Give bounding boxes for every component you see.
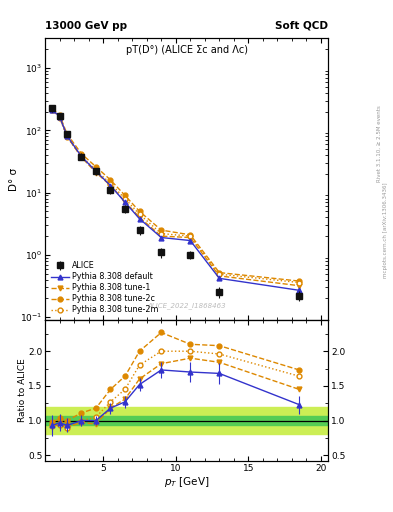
Pythia 8.308 default [188, 238, 193, 244]
Text: ALICE_2022_I1868463: ALICE_2022_I1868463 [147, 302, 226, 309]
Pythia 8.308 default [50, 106, 55, 113]
Text: Soft QCD: Soft QCD [275, 20, 328, 31]
Pythia 8.308 tune-1 [108, 182, 113, 188]
Y-axis label: Ratio to ALICE: Ratio to ALICE [18, 358, 27, 422]
Pythia 8.308 tune-1 [297, 283, 301, 289]
Line: Pythia 8.308 tune-2c: Pythia 8.308 tune-2c [50, 106, 301, 284]
Pythia 8.308 tune-1 [188, 234, 193, 241]
Pythia 8.308 tune-1 [159, 233, 163, 239]
Pythia 8.308 tune-2c [50, 105, 55, 112]
Pythia 8.308 tune-2m [79, 154, 84, 160]
Pythia 8.308 tune-2m [57, 115, 62, 121]
Pythia 8.308 default [159, 234, 163, 241]
Pythia 8.308 default [94, 168, 98, 175]
Pythia 8.308 tune-2c [137, 208, 142, 215]
Pythia 8.308 tune-2c [297, 278, 301, 284]
Line: Pythia 8.308 tune-2m: Pythia 8.308 tune-2m [50, 107, 301, 285]
Pythia 8.308 tune-2c [64, 131, 69, 137]
Line: Pythia 8.308 default: Pythia 8.308 default [50, 107, 301, 293]
Pythia 8.308 tune-1 [217, 273, 222, 279]
Pythia 8.308 tune-2c [79, 151, 84, 157]
Legend: ALICE, Pythia 8.308 default, Pythia 8.308 tune-1, Pythia 8.308 tune-2c, Pythia 8: ALICE, Pythia 8.308 default, Pythia 8.30… [49, 260, 160, 316]
Pythia 8.308 tune-2m [159, 230, 163, 237]
Pythia 8.308 default [108, 182, 113, 188]
Pythia 8.308 tune-2c [57, 112, 62, 118]
Y-axis label: D° σ: D° σ [9, 167, 19, 191]
Pythia 8.308 tune-1 [50, 107, 55, 113]
Pythia 8.308 default [57, 114, 62, 120]
Pythia 8.308 default [137, 216, 142, 222]
Pythia 8.308 tune-2c [108, 177, 113, 183]
Pythia 8.308 default [217, 275, 222, 282]
Pythia 8.308 tune-2m [217, 271, 222, 278]
Pythia 8.308 tune-2c [188, 232, 193, 238]
Line: Pythia 8.308 tune-1: Pythia 8.308 tune-1 [50, 108, 301, 288]
Pythia 8.308 default [123, 199, 127, 205]
Pythia 8.308 tune-2m [50, 106, 55, 113]
Pythia 8.308 tune-2m [188, 233, 193, 239]
Pythia 8.308 default [64, 133, 69, 139]
Pythia 8.308 tune-2m [297, 280, 301, 286]
Pythia 8.308 tune-1 [64, 133, 69, 139]
Pythia 8.308 tune-1 [57, 114, 62, 120]
Pythia 8.308 tune-2c [217, 269, 222, 275]
Pythia 8.308 tune-2m [123, 196, 127, 202]
Text: Rivet 3.1.10, ≥ 2.5M events: Rivet 3.1.10, ≥ 2.5M events [377, 105, 382, 182]
Pythia 8.308 tune-2c [123, 193, 127, 199]
Text: pT(D°) (ALICE Σc and Λc): pT(D°) (ALICE Σc and Λc) [126, 46, 248, 55]
Pythia 8.308 tune-2m [94, 167, 98, 173]
Pythia 8.308 tune-2m [137, 211, 142, 217]
Pythia 8.308 tune-1 [94, 169, 98, 176]
Pythia 8.308 tune-1 [79, 154, 84, 160]
Pythia 8.308 tune-1 [123, 199, 127, 205]
Pythia 8.308 default [79, 154, 84, 160]
Pythia 8.308 tune-2m [64, 134, 69, 140]
Text: 13000 GeV pp: 13000 GeV pp [45, 20, 127, 31]
Pythia 8.308 tune-1 [137, 215, 142, 221]
X-axis label: $p_T$ [GeV]: $p_T$ [GeV] [164, 475, 209, 489]
Pythia 8.308 tune-2c [94, 164, 98, 170]
Text: mcplots.cern.ch [arXiv:1306.3436]: mcplots.cern.ch [arXiv:1306.3436] [383, 183, 387, 278]
Pythia 8.308 tune-2m [108, 180, 113, 186]
Pythia 8.308 tune-2c [159, 227, 163, 233]
Pythia 8.308 default [297, 287, 301, 293]
